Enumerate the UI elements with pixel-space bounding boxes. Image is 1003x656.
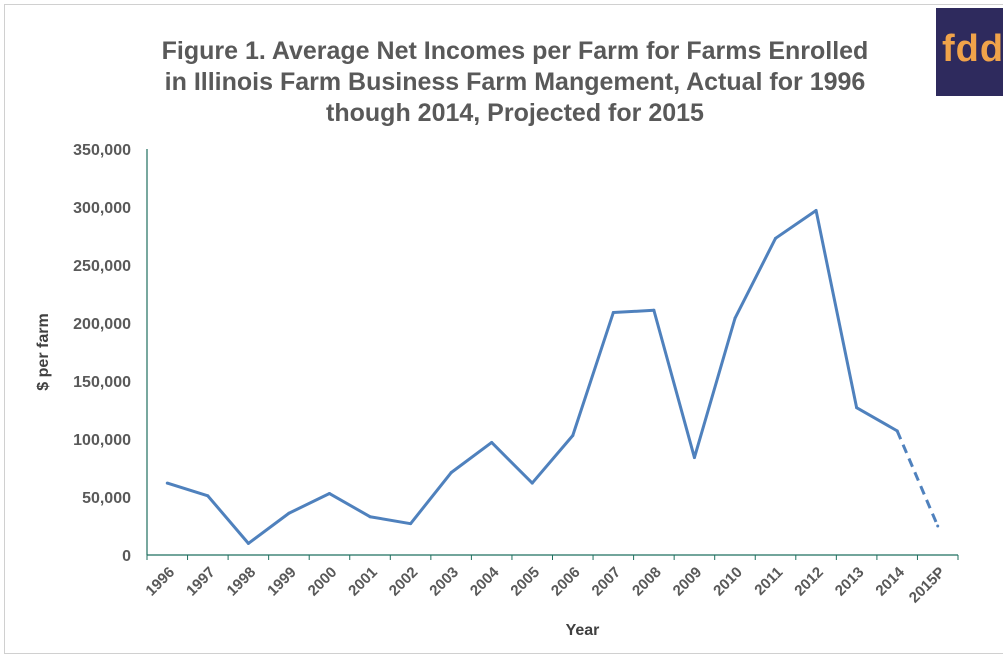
- data-point: [774, 236, 778, 240]
- x-tick-label: 2015P: [906, 564, 949, 607]
- series: [165, 208, 940, 545]
- data-point: [814, 208, 818, 212]
- data-point: [936, 524, 940, 528]
- chart-title-line: Figure 1. Average Net Incomes per Farm f…: [161, 37, 869, 65]
- x-tick-label: 2004: [467, 563, 503, 599]
- fdd-logo: fdd: [936, 8, 1003, 96]
- y-axis-title: $ per farm: [35, 313, 52, 390]
- y-tick-label: 200,000: [73, 316, 131, 333]
- data-point: [206, 494, 210, 498]
- data-point: [895, 429, 899, 433]
- data-point: [490, 440, 494, 444]
- chart-title: Figure 1. Average Net Incomes per Farm f…: [100, 36, 930, 129]
- x-tick-label: 1998: [224, 564, 260, 600]
- x-tick-label: 2010: [710, 564, 746, 600]
- data-point: [449, 471, 453, 475]
- chart-title-line: though 2014, Projected for 2015: [326, 99, 704, 127]
- y-tick-label: 0: [122, 548, 131, 565]
- x-tick-label: 2008: [629, 564, 665, 600]
- data-point: [855, 406, 859, 410]
- x-tick-label: 2013: [832, 564, 868, 600]
- x-tick-label: 1999: [264, 564, 300, 600]
- x-tick-label: 2009: [670, 564, 706, 600]
- data-point: [571, 434, 575, 438]
- data-point: [165, 481, 169, 485]
- data-point: [692, 456, 696, 460]
- data-point: [327, 492, 331, 496]
- y-tick-label: 250,000: [73, 258, 131, 275]
- y-tick-label: 100,000: [73, 432, 131, 449]
- data-point: [409, 522, 413, 526]
- data-point: [287, 511, 291, 515]
- x-tick-label: 1996: [142, 564, 178, 600]
- x-axis-title: Year: [566, 622, 600, 639]
- data-point: [246, 541, 250, 545]
- x-tick-label: 2005: [507, 564, 543, 600]
- y-axis: 0 50,000 100,000 150,000 200,000 250,000 300,0…: [73, 142, 148, 565]
- x-tick-label: 2001: [345, 564, 381, 600]
- y-tick-label: 150,000: [73, 374, 131, 391]
- data-point: [652, 308, 656, 312]
- chart-title-line: in Illinois Farm Business Farm Mangement…: [164, 68, 866, 96]
- x-tick-label: 2014: [872, 563, 908, 599]
- x-tick-label: 1997: [183, 564, 219, 600]
- y-tick-label: 50,000: [82, 490, 131, 507]
- x-tick-label: 2007: [589, 564, 625, 600]
- logo-text: fdd: [942, 28, 1003, 70]
- x-tick-label: 2000: [305, 564, 341, 600]
- x-tick-label: 2011: [751, 564, 786, 599]
- data-point: [530, 481, 534, 485]
- data-point: [368, 515, 372, 519]
- series-line-actual: [166, 208, 898, 545]
- y-tick-label: 350,000: [73, 142, 131, 159]
- data-point: [733, 316, 737, 320]
- x-tick-label: 2003: [426, 564, 462, 600]
- data-point: [611, 311, 615, 315]
- chart-frame: [4, 4, 1003, 654]
- x-tick-label: 2012: [791, 564, 827, 600]
- y-tick-label: 300,000: [73, 200, 131, 217]
- x-axis: 1996 1997 1998 1999 2000 2001 2002 2003 2004 2005…: [142, 554, 959, 607]
- series-line-projected: [895, 430, 940, 527]
- x-tick-label: 2006: [548, 564, 584, 600]
- x-tick-label: 2002: [386, 564, 422, 600]
